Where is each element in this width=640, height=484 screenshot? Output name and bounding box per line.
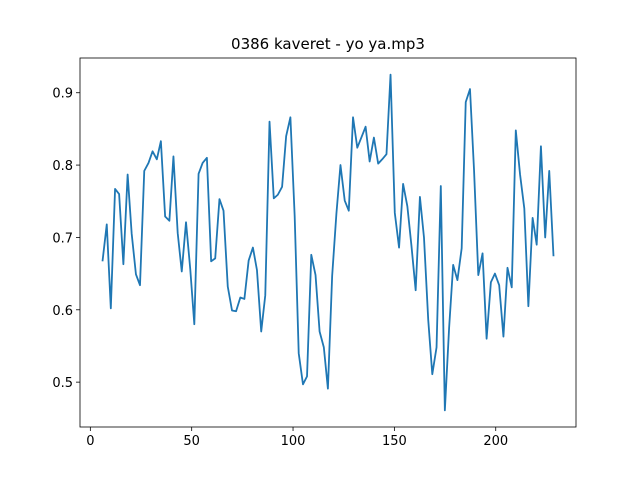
y-tick-label: 0.5 [52,376,73,391]
y-tick-label: 0.9 [52,87,73,102]
y-tick-label: 0.7 [52,231,73,246]
x-tick-label: 100 [281,434,306,449]
y-tick-label: 0.8 [52,159,73,174]
plot-frame [79,57,577,428]
x-tick-label: 0 [86,434,94,449]
x-tick-label: 150 [382,434,407,449]
y-tick-label: 0.6 [52,304,73,319]
x-tick-label: 200 [483,434,508,449]
x-tick-label: 50 [183,434,200,449]
chart-title: 0386 kaveret - yo ya.mp3 [231,35,425,53]
data-line [101,73,555,412]
